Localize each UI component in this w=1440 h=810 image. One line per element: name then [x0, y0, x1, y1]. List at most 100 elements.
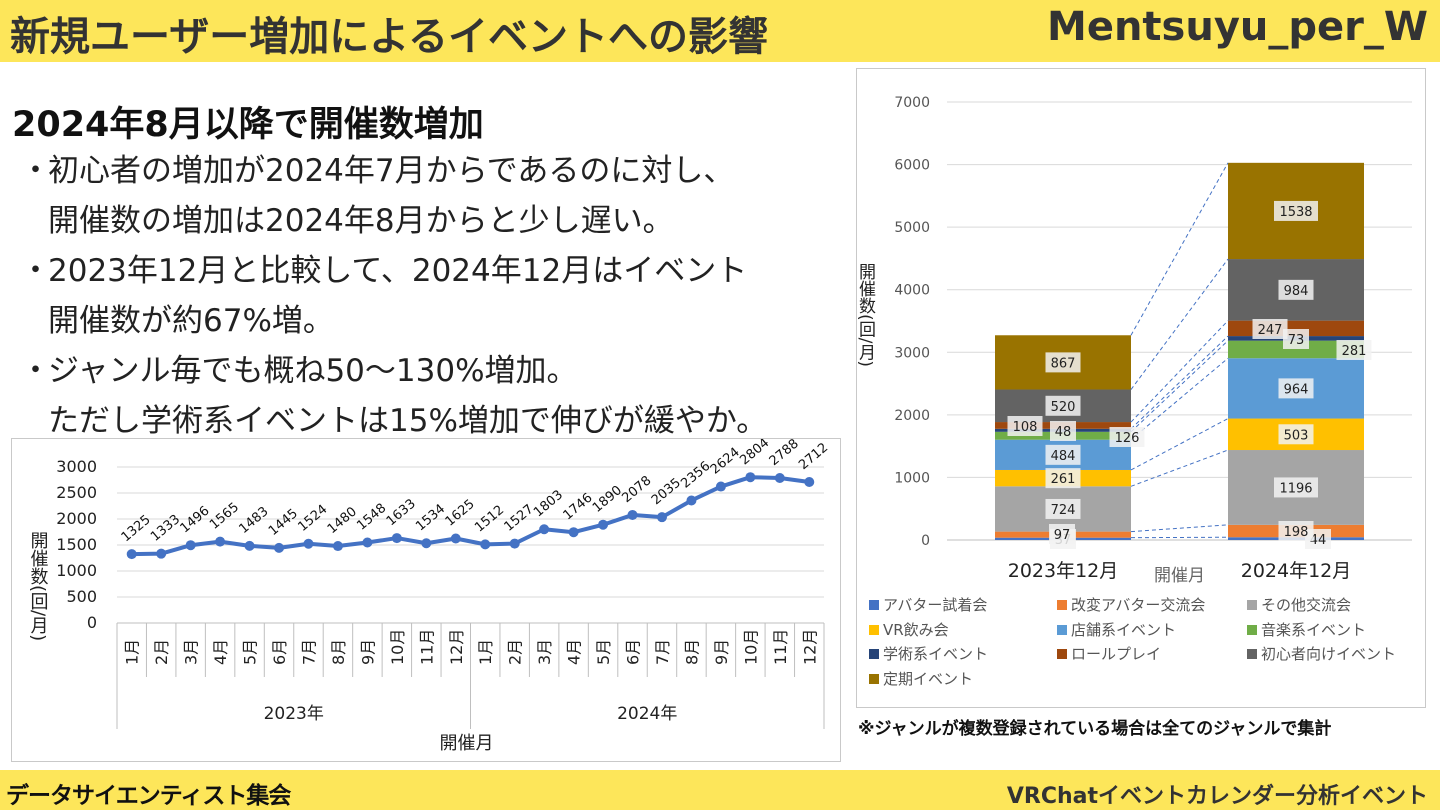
- data-label-bg: [1278, 378, 1314, 399]
- data-label: 281: [1342, 344, 1367, 359]
- data-label-bg: [1278, 424, 1314, 445]
- x-axis-label: 開催月: [1154, 566, 1205, 586]
- y-tick-label: 2500: [56, 483, 97, 502]
- x-tick-label: 6月: [624, 639, 643, 665]
- data-label-bg: [1283, 329, 1309, 349]
- bullet-item: ・ ジャンル毎でも概ね50〜130%増加。 ただし学術系イベントは15%増加で伸…: [20, 346, 860, 446]
- data-label: 1483: [236, 504, 271, 537]
- bar-segment: [1228, 340, 1364, 359]
- x-tick-label: 9月: [712, 639, 731, 665]
- data-label: 261: [1051, 472, 1076, 487]
- x-tick-label: 7月: [653, 639, 672, 665]
- y-tick-label: 0: [921, 533, 930, 549]
- data-point: [745, 472, 756, 483]
- data-label: 1538: [1279, 205, 1312, 220]
- data-label: 520: [1051, 400, 1076, 415]
- data-point: [126, 549, 137, 560]
- x-tick-label: 2月: [152, 639, 171, 665]
- page-title: 新規ユーザー増加によるイベントへの影響: [10, 14, 768, 60]
- data-label: 108: [1013, 420, 1038, 435]
- connector-line: [1130, 335, 1229, 430]
- bullet-item: ・ 初心者の増加が2024年7月からであるのに対し、 開催数の増加は2024年8…: [20, 146, 860, 246]
- x-tick-label: 8月: [682, 639, 701, 665]
- line-chart-frame: 0 500 1000 1500 2000 2500 3000 開催数(回/月) 1月 2月 3月 4月…: [11, 435, 841, 762]
- data-label-bg: [1045, 468, 1081, 489]
- data-label: 48: [1055, 425, 1072, 440]
- y-tick-label: 7000: [894, 95, 930, 111]
- data-label-bg: [1278, 279, 1314, 300]
- x-tick-label: 12月: [800, 629, 819, 665]
- x-tick-label: 6月: [270, 639, 289, 665]
- legend-swatch: [1247, 600, 1257, 610]
- data-point: [215, 536, 226, 547]
- bullet-line: 開催数が約67%増。: [48, 303, 334, 339]
- connector-line: [1130, 258, 1229, 390]
- legend-label: 音楽系イベント: [1261, 621, 1366, 639]
- x-tick-label: 1月: [476, 639, 495, 665]
- connector-line: [1130, 449, 1229, 487]
- x-tick-label: 1月: [123, 639, 142, 665]
- data-label: 2712: [796, 440, 831, 473]
- connector-line: [1130, 357, 1229, 441]
- y-tick-label: 500: [66, 587, 97, 606]
- legend-label: 初心者向けイベント: [1261, 645, 1396, 663]
- data-label: 484: [1051, 449, 1076, 464]
- data-point: [391, 533, 402, 544]
- footer-logo-text: データサイエンティスト集会: [6, 783, 291, 809]
- connector-line: [1130, 418, 1229, 471]
- data-label: 1890: [590, 483, 625, 516]
- y-tick-label: 5000: [894, 220, 930, 236]
- data-label-bg: [1045, 352, 1081, 373]
- data-point: [274, 542, 285, 553]
- footer-event-name: VRChatイベントカレンダー分析イベント: [1006, 784, 1428, 809]
- bullet-marker: ・: [20, 253, 51, 289]
- legend-swatch: [869, 649, 879, 659]
- footer-bar: [0, 770, 1440, 810]
- data-label: 1565: [207, 500, 242, 533]
- footnote: ※ジャンルが複数登録されている場合は全てのジャンルで集計: [858, 719, 1332, 739]
- legend-swatch: [869, 625, 879, 635]
- y-tick-label: 3000: [56, 457, 97, 476]
- y-tick-label: 1500: [56, 535, 97, 554]
- data-label: 964: [1284, 382, 1309, 397]
- x-tick-label: 5月: [594, 639, 613, 665]
- bullet-marker: ・: [20, 153, 51, 189]
- data-label: 1803: [531, 488, 566, 521]
- data-label: 2804: [737, 439, 772, 468]
- year-label: 2023年: [264, 704, 324, 724]
- line-chart: 0 500 1000 1500 2000 2500 3000 開催数(回/月) 1月 2月 3月 4月…: [28, 435, 832, 754]
- data-label: 867: [1051, 356, 1076, 371]
- legend-swatch: [1247, 625, 1257, 635]
- data-label: 198: [1284, 525, 1309, 540]
- data-point: [539, 524, 550, 535]
- data-label-bg: [1109, 427, 1145, 447]
- data-label: 44: [1310, 533, 1327, 548]
- bar-chart-frame: 0 1000 2000 3000 4000 5000 6000 7000 開催数(回/月) 202…: [855, 68, 1426, 708]
- data-point: [774, 473, 785, 484]
- y-tick-label: 3000: [894, 345, 930, 361]
- y-axis-label: 開催数(回/月): [857, 263, 876, 367]
- bullet-line: 開催数の増加は2024年8月からと少し遅い。: [48, 203, 674, 239]
- data-point: [362, 537, 373, 548]
- data-label: 2788: [767, 439, 802, 469]
- connector-line: [1130, 340, 1229, 433]
- bullet-list: ・ 初心者の増加が2024年7月からであるのに対し、 開催数の増加は2024年8…: [20, 146, 860, 446]
- x-tick-label: 2024年12月: [1241, 560, 1352, 582]
- legend-label: VR飲み会: [883, 621, 949, 639]
- stacked-bar-chart: 0 1000 2000 3000 4000 5000 6000 7000 開催数(回/月) 202…: [855, 95, 1412, 688]
- connector-line: [1130, 320, 1229, 423]
- data-point: [480, 539, 491, 550]
- data-label-bg: [1050, 421, 1076, 441]
- legend-label: ロールプレイ: [1071, 645, 1161, 663]
- data-label-bg: [1336, 340, 1372, 360]
- connector-line: [1130, 162, 1229, 336]
- x-tick-label: 3月: [182, 639, 201, 665]
- data-point: [185, 540, 196, 551]
- x-tick-label: 2023年12月: [1008, 560, 1119, 582]
- data-label: 2624: [708, 445, 743, 478]
- header-bar: [0, 0, 1440, 62]
- x-tick-label: 4月: [211, 639, 230, 665]
- x-tick-label: 11月: [771, 629, 790, 665]
- x-tick-label: 10月: [741, 629, 760, 665]
- legend-swatch: [1057, 625, 1067, 635]
